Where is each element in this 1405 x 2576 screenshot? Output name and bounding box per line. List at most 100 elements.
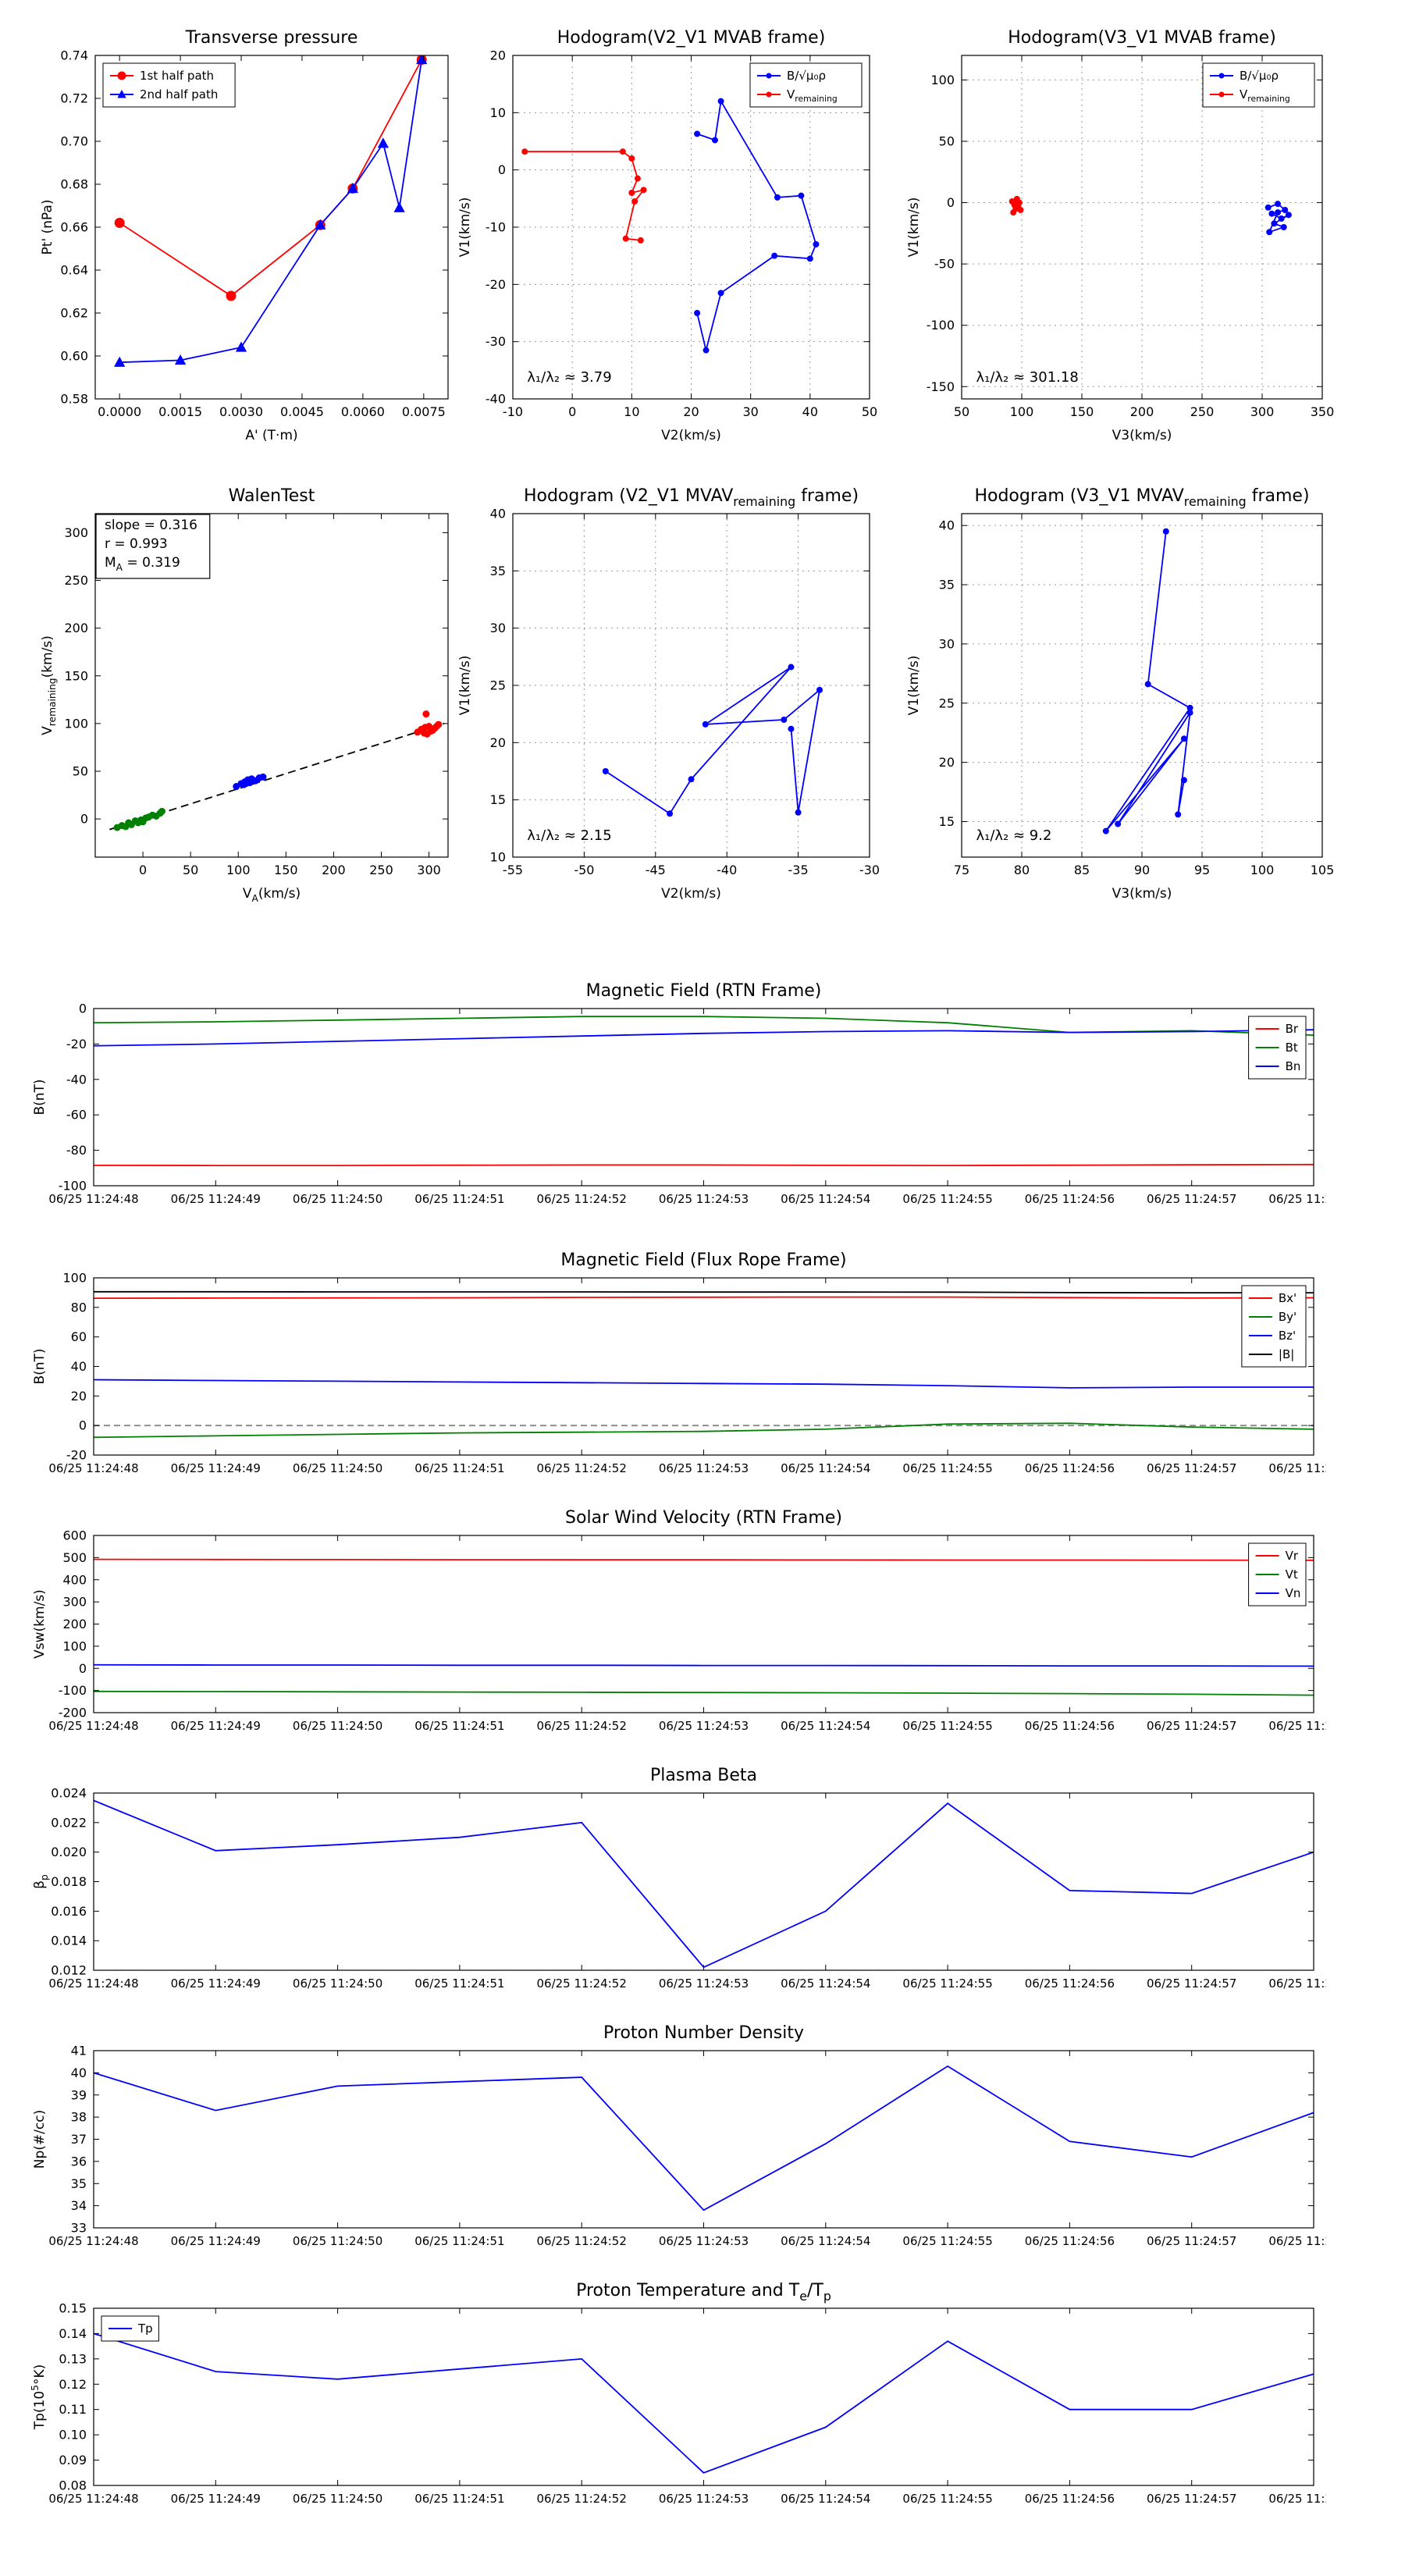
x-tick-label: 06/25 11:24:58 [1268, 1192, 1326, 1206]
y-tick-label: 15 [490, 792, 506, 807]
x-tick-label: 06/25 11:24:57 [1147, 1461, 1236, 1475]
legend-label: B/√μ₀ρ [1240, 69, 1279, 83]
y-tick-label: -150 [927, 379, 955, 394]
x-axis-label: VA(km/s) [243, 886, 301, 904]
legend: B/√μ₀ρ Vremaining [1202, 62, 1315, 108]
x-tick-label: 95 [1194, 863, 1210, 877]
y-tick-label: 0 [79, 1418, 87, 1433]
y-axis-label: Vremaining(km/s) [40, 635, 58, 735]
y-tick-label: 0 [947, 195, 955, 210]
y-tick-label: 10 [490, 105, 506, 120]
chart-title: Magnetic Field (RTN Frame) [586, 981, 822, 1001]
x-tick-label: 0.0060 [341, 404, 385, 419]
legend: Br Bt Bn [1248, 1016, 1307, 1080]
y-tick-label: 0.66 [60, 220, 88, 235]
y-tick-label: 39 [71, 2087, 87, 2102]
x-tick-label: 06/25 11:24:49 [171, 1192, 261, 1206]
series-Bn [94, 1029, 1314, 1047]
x-tick-label: 06/25 11:24:54 [781, 1461, 870, 1475]
y-tick-label: 15 [939, 814, 955, 829]
x-tick-label: 06/25 11:24:56 [1025, 1461, 1115, 1475]
chart-title: Proton Temperature and Te/Tp [576, 2281, 831, 2304]
walen_test-svg: 0 50 100 150 200 250 300 0 50 100 150 200 250 300 Wale… [40, 486, 449, 904]
hodogram-v3v1-mvav-chart: 75 80 85 90 95 100 105 15 20 25 30 35 40 Hodogram (V3… [898, 478, 1335, 907]
x-tick-label: 06/25 11:24:58 [1268, 2492, 1326, 2506]
x-tick-label: 06/25 11:24:52 [537, 1461, 627, 1475]
y-tick-label: 0.020 [51, 1845, 87, 1859]
x-tick-label: 06/25 11:24:51 [414, 1192, 504, 1206]
plot-area [94, 1016, 1314, 1167]
x-tick-label: 06/25 11:24:49 [171, 1461, 261, 1475]
x-tick-label: 06/25 11:24:55 [902, 1976, 992, 1991]
legend-label: Vremaining [1240, 87, 1290, 104]
x-tick-label: 06/25 11:24:54 [781, 2234, 870, 2248]
y-axis-label: V1(km/s) [457, 656, 473, 716]
x-tick-label: -45 [646, 863, 666, 877]
legend-label: Bt [1286, 1041, 1298, 1055]
proton_density-svg: 06/25 11:24:48 06/25 11:24:49 06/25 11:24:… [32, 2023, 1326, 2248]
y-tick-label: 0.62 [60, 306, 88, 321]
x-tick-label: 50 [183, 863, 198, 877]
y-tick-label: 400 [62, 1572, 87, 1587]
x-tick-label: 200 [1130, 404, 1154, 419]
x-tick-label: 06/25 11:24:50 [293, 2234, 382, 2248]
series-Vt [94, 1690, 1314, 1696]
plot-area [94, 2332, 1314, 2474]
y-tick-label: 0.11 [59, 2402, 87, 2417]
y-tick-label: 40 [71, 1359, 87, 1374]
x-tick-label: 06/25 11:24:51 [414, 1461, 504, 1475]
magnetic-field-rtn-chart: 06/25 11:24:48 06/25 11:24:49 06/25 11:24:… [25, 976, 1326, 1222]
y-tick-label: 40 [490, 507, 506, 521]
y-tick-label: 25 [939, 696, 955, 710]
x-tick-label: 06/25 11:24:57 [1147, 1719, 1236, 1733]
y-tick-label: 80 [71, 1300, 87, 1315]
y-tick-label: 50 [73, 764, 88, 779]
plot-area [1102, 528, 1193, 834]
transverse-pressure-chart: 0.0000 0.0015 0.0030 0.0045 0.0060 0.0075 0.58… [31, 20, 461, 449]
legend-label: Vr [1286, 1549, 1299, 1563]
magnetic-field-flux-rope-chart: 06/25 11:24:48 06/25 11:24:49 06/25 11:24:… [25, 1245, 1326, 1491]
x-tick-label: 06/25 11:24:48 [48, 2492, 138, 2506]
y-tick-label: 40 [939, 518, 955, 533]
x-tick-label: 06/25 11:24:48 [48, 2234, 138, 2248]
stats-line: MA = 0.319 [105, 555, 180, 573]
x-tick-label: 06/25 11:24:58 [1268, 1976, 1326, 1991]
y-tick-label: 0.13 [59, 2351, 87, 2366]
x-tick-label: 06/25 11:24:51 [414, 1976, 504, 1991]
x-tick-label: 200 [322, 863, 346, 877]
y-tick-label: 0.58 [60, 392, 88, 407]
plot-area [94, 1558, 1314, 1696]
legend: Tp [101, 2315, 159, 2342]
stats-line: slope = 0.316 [105, 518, 197, 533]
y-tick-label: 0.72 [60, 91, 88, 106]
x-tick-label: 50 [862, 404, 877, 419]
y-tick-label: 0.64 [60, 263, 88, 278]
y-tick-label: 0.15 [59, 2301, 87, 2316]
y-tick-label: 0.012 [51, 1963, 87, 1978]
hodogram-v2v1-mvav-chart: -55 -50 -45 -40 -35 -30 10 15 20 25 30 35 40 Hodogram… [449, 478, 882, 907]
y-tick-label: -100 [59, 1179, 87, 1194]
y-tick-label: -50 [934, 257, 955, 272]
x-axis-label: A' (T·m) [245, 428, 297, 443]
x-tick-label: 06/25 11:24:55 [902, 1461, 992, 1475]
proton_temp-svg: 06/25 11:24:48 06/25 11:24:49 06/25 11:24:… [30, 2281, 1326, 2506]
y-tick-label: 36 [71, 2154, 87, 2169]
y-tick-label: 0.09 [59, 2453, 87, 2467]
x-tick-label: 06/25 11:24:49 [171, 2492, 261, 2506]
x-tick-label: 0.0015 [158, 404, 202, 419]
y-tick-label: 10 [490, 850, 506, 865]
proton-density-chart: 06/25 11:24:48 06/25 11:24:49 06/25 11:24:… [25, 2018, 1326, 2264]
y-tick-label: 0.60 [60, 349, 88, 364]
y-tick-label: 0.74 [60, 48, 88, 63]
x-tick-label: 0.0030 [219, 404, 263, 419]
x-tick-label: 250 [1190, 404, 1215, 419]
y-tick-label: 40 [71, 2065, 87, 2080]
chart-title: WalenTest [229, 486, 315, 506]
y-tick-label: 100 [62, 1271, 87, 1286]
x-tick-label: 06/25 11:24:50 [293, 2492, 382, 2506]
stats-line: r = 0.993 [105, 536, 168, 552]
y-tick-label: 300 [62, 1595, 87, 1610]
y-tick-label: 500 [62, 1550, 87, 1565]
series-Bx' [94, 1296, 1314, 1299]
